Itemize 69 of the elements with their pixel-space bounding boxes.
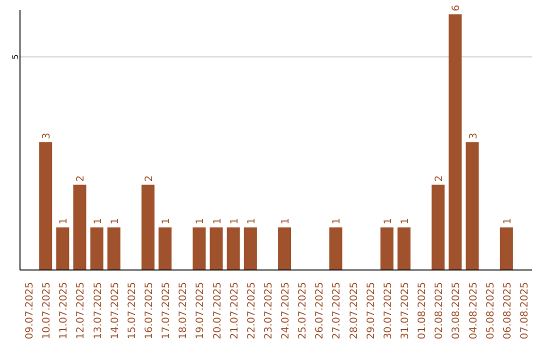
x-tick-label: 16.07.2025 [144,282,155,340]
x-tick-label: 15.07.2025 [126,282,138,340]
bar [39,142,52,270]
x-tick-label: 13.07.2025 [92,282,104,340]
bar [226,227,240,270]
data-label: 1 [212,218,224,224]
data-label: 1 [502,218,514,224]
x-tick-label: 29.07.2025 [366,282,377,340]
bar [380,227,394,270]
data-label: 1 [92,218,104,224]
bar [90,227,104,270]
x-tick-label: 12.07.2025 [76,282,87,340]
data-label: 1 [246,218,258,224]
data-label: 1 [161,218,172,224]
bar [107,227,120,270]
data-label: 1 [229,218,240,224]
x-tick-label: 11.07.2025 [58,282,70,340]
x-tick-label: 19.07.2025 [195,282,206,340]
x-tick-label: 05.08.2025 [485,282,496,340]
bar [398,227,411,270]
x-tick-label: 10.07.2025 [42,282,53,340]
x-tick-label: 22.07.2025 [246,282,258,340]
x-tick-label: 30.07.2025 [382,282,394,340]
data-label: 1 [195,218,206,224]
x-tick-label: 06.08.2025 [502,282,514,340]
x-tick-label: 25.07.2025 [298,282,309,340]
data-label: 3 [42,132,53,140]
x-tick-label: 24.07.2025 [280,282,292,340]
bar [142,184,155,270]
x-tick-label: 03.08.2025 [451,282,462,340]
x-tick-label: 23.07.2025 [263,282,274,340]
data-label: 1 [332,218,343,224]
data-label: 6 [451,4,462,12]
x-tick-label: 17.07.2025 [161,282,172,340]
data-label: 1 [280,218,292,224]
data-label: 1 [58,218,70,224]
x-tick-label: 14.07.2025 [110,282,121,340]
bar [278,227,292,270]
data-label: 1 [382,218,394,224]
bar [432,184,445,270]
bar [210,227,223,270]
data-label: 3 [468,132,480,140]
data-label: 2 [434,175,446,182]
bar [500,227,513,270]
bar [192,227,206,270]
x-tick-label: 26.07.2025 [314,282,326,340]
x-tick-label: 01.08.2025 [417,282,428,340]
x-tick-label: 28.07.2025 [348,282,360,340]
x-tick-label: 18.07.2025 [178,282,190,340]
data-label: 1 [400,218,412,224]
x-tick-label: 04.08.2025 [468,282,480,340]
bar [158,227,172,270]
bar [56,227,70,270]
bar [244,227,257,270]
data-label: 2 [144,175,156,182]
x-tick-label: 09.07.2025 [24,282,36,340]
x-tick-label: 07.08.2025 [519,282,530,340]
data-label: 1 [110,218,121,224]
x-tick-label: 27.07.2025 [332,282,343,340]
bar [466,142,479,270]
y-tick-label: 5 [11,54,20,60]
bar [329,227,342,270]
x-tick-label: 02.08.2025 [434,282,446,340]
bar [73,184,86,270]
x-tick-label: 20.07.2025 [212,282,224,340]
x-tick-label: 21.07.2025 [229,282,240,340]
bar [448,14,462,270]
data-label: 2 [76,175,87,182]
x-tick-label: 31.07.2025 [400,282,411,340]
